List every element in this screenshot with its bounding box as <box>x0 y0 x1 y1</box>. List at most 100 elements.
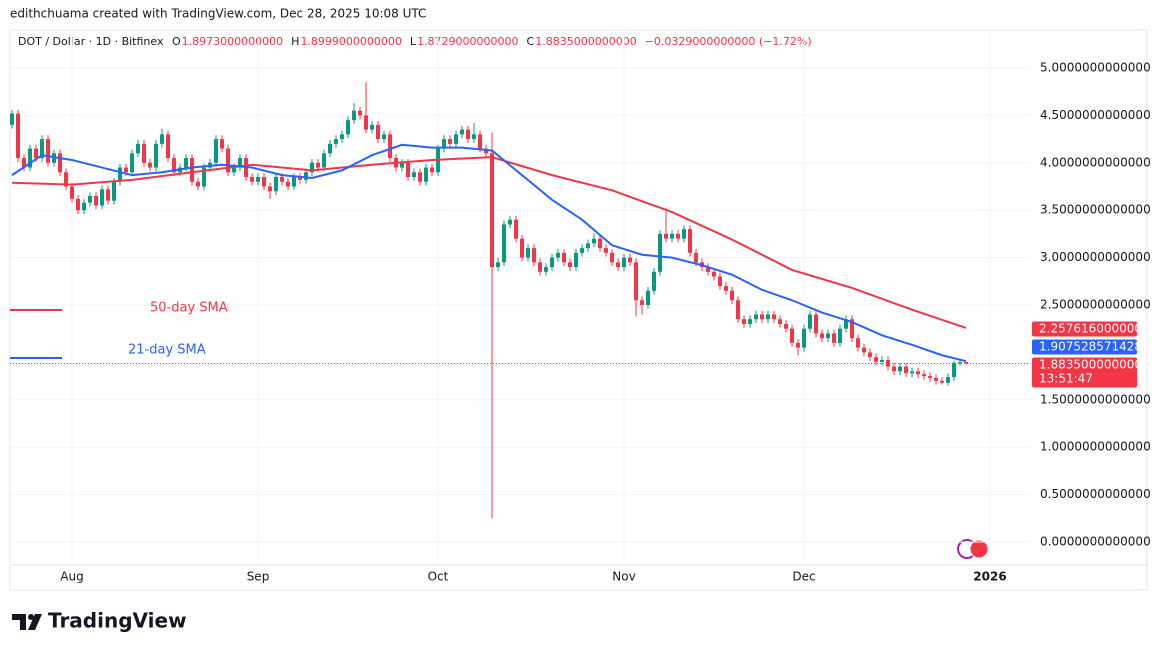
candle-body <box>328 143 332 154</box>
candle-body <box>862 347 866 353</box>
change: −0.0329000000000 (−1.72%) <box>645 35 812 48</box>
ohlc-key: L <box>410 35 417 48</box>
candle-body <box>718 276 722 287</box>
candle-body <box>466 129 470 140</box>
candle-body <box>892 366 896 372</box>
ohlc-key: O <box>172 35 181 48</box>
candle-body <box>562 252 566 263</box>
candle-body <box>424 167 428 182</box>
candle-body <box>238 158 242 168</box>
candle-body <box>442 139 446 149</box>
candle-body <box>370 124 374 130</box>
candle-body <box>820 333 824 339</box>
candle-body <box>454 134 458 144</box>
candle-body <box>514 219 518 239</box>
candle-body <box>40 139 44 159</box>
candle-body <box>808 314 812 329</box>
candle-body <box>778 319 782 324</box>
candle-body <box>112 181 116 201</box>
candle-body <box>412 172 416 178</box>
price-tag <box>1032 339 1137 355</box>
credit: edithchuama created with TradingView.com… <box>10 7 426 21</box>
candle-body <box>706 267 710 272</box>
price-tag <box>1032 357 1137 388</box>
logo-mark <box>12 614 42 630</box>
candle-body <box>688 229 692 253</box>
logo-dot <box>28 614 34 620</box>
candle-body <box>376 124 380 140</box>
ohlc-value: 1.8729000000000 <box>417 35 518 48</box>
candle-body <box>898 366 902 372</box>
candle-body <box>958 362 962 364</box>
x-tick-label: Dec <box>792 570 815 584</box>
y-tick-label: 3.0000000000000 <box>1040 250 1151 264</box>
y-tick-label: 5.0000000000000 <box>1040 61 1151 75</box>
candle-body <box>16 113 20 159</box>
candle-body <box>916 371 920 375</box>
candle-body <box>100 189 104 206</box>
candle-body <box>34 148 38 159</box>
y-tick-label: 1.5000000000000 <box>1040 392 1151 406</box>
candle-body <box>142 143 146 163</box>
candle-body <box>910 371 914 374</box>
candle-body <box>790 328 794 343</box>
candle-body <box>334 139 338 144</box>
candle-body <box>724 286 728 291</box>
candle-body <box>388 134 392 159</box>
ohlc-value: 1.8835000000000 <box>535 35 636 48</box>
candle-body <box>826 333 830 339</box>
y-tick-label: 4.0000000000000 <box>1040 155 1151 169</box>
candle-body <box>760 314 764 320</box>
candle-body <box>22 158 26 168</box>
ohlc-key: H <box>291 35 299 48</box>
candle-body <box>88 195 92 203</box>
candle-body <box>406 162 410 178</box>
candle-body <box>850 319 854 339</box>
candle-body <box>574 252 578 268</box>
candle-body <box>934 377 938 381</box>
candle-body <box>520 238 524 258</box>
candle-body <box>94 195 98 206</box>
candle-body <box>478 134 482 149</box>
candle-body <box>634 262 638 301</box>
candle-body <box>652 271 656 291</box>
candle-body <box>190 158 194 182</box>
ohlc-value: 1.8973000000000 <box>182 35 283 48</box>
candle-body <box>880 359 884 362</box>
candle-body <box>622 257 626 268</box>
candle-body <box>604 248 608 253</box>
candle-body <box>70 186 74 199</box>
candle-body <box>628 257 632 263</box>
candle-body <box>292 177 296 187</box>
candle-body <box>814 314 818 334</box>
candle-body <box>46 139 50 163</box>
candle-body <box>754 314 758 320</box>
candle-body <box>214 139 218 163</box>
candle-body <box>382 134 386 140</box>
candle-body <box>130 153 134 173</box>
candle-body <box>838 328 842 343</box>
x-tick-label: Aug <box>60 570 83 584</box>
ohlc-value: 1.8999000000000 <box>300 35 401 48</box>
candle-body <box>556 252 560 258</box>
candle-body <box>400 162 404 168</box>
candle-body <box>430 167 434 173</box>
candle-body <box>172 158 176 173</box>
candle-body <box>220 139 224 149</box>
candle-body <box>586 243 590 249</box>
y-tick-label: 0.0000000000000 <box>1040 535 1151 549</box>
candle-body <box>592 238 596 244</box>
ohlc-row: O 1.8973000000000 H 1.8999000000000 L 1.87290… <box>172 35 637 48</box>
candle-body <box>148 162 152 168</box>
candle-body <box>28 148 32 168</box>
candle-body <box>298 177 302 180</box>
candle-body <box>322 153 326 168</box>
candle-body <box>766 314 770 320</box>
y-tick-label: 2.5000000000000 <box>1040 298 1151 312</box>
candle-body <box>904 366 908 374</box>
candle-body <box>496 262 500 268</box>
candle-body <box>664 233 668 239</box>
y-tick-label: 4.5000000000000 <box>1040 108 1151 122</box>
candle-body <box>568 262 572 268</box>
